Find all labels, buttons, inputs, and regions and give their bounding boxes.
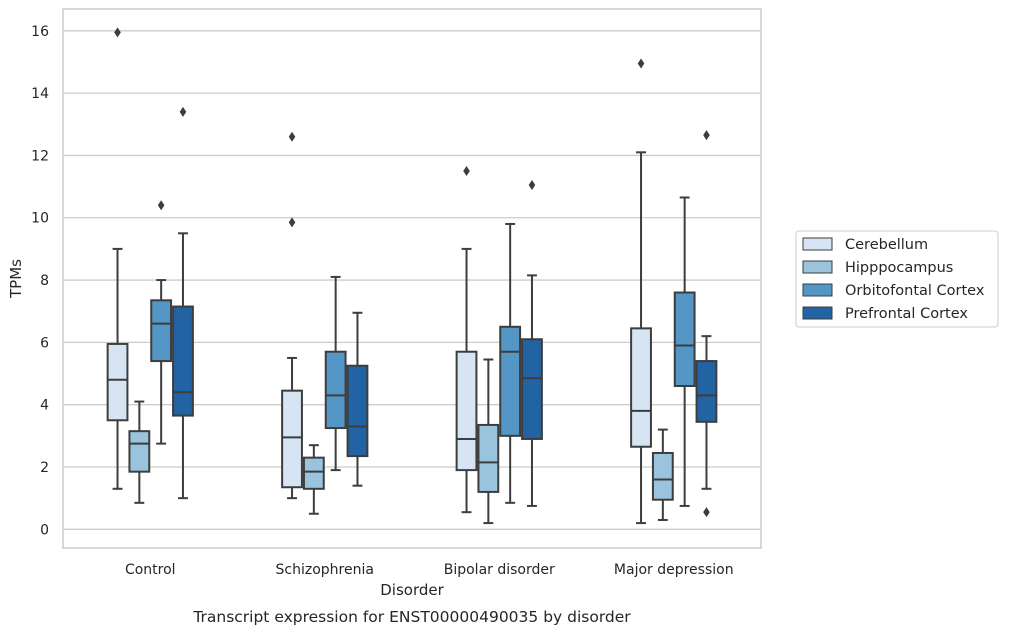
box-hipppocampus xyxy=(651,428,674,521)
outlier-point xyxy=(528,180,536,191)
plot-frame xyxy=(62,8,762,549)
x-axis-label: Disorder xyxy=(380,581,444,599)
boxes-layer xyxy=(106,27,718,525)
y-tick-label: 4 xyxy=(40,398,49,414)
legend-label: Orbitofontal Cortex xyxy=(845,283,985,299)
box-cerebellum xyxy=(455,166,478,514)
box-iqr xyxy=(695,360,718,423)
legend-swatch xyxy=(802,237,833,251)
box-iqr xyxy=(324,350,347,430)
box-hipppocampus xyxy=(477,358,500,525)
box-prefrontal-cortex xyxy=(695,130,718,518)
box-iqr xyxy=(302,456,325,490)
box-orbitofontal-cortex xyxy=(150,200,173,445)
box-prefrontal-cortex xyxy=(346,311,369,487)
box-iqr xyxy=(455,350,478,472)
box-iqr xyxy=(128,430,151,473)
legend-frame xyxy=(795,230,999,328)
box-cerebellum xyxy=(281,131,303,500)
legend-swatch xyxy=(802,260,833,274)
box-hipppocampus xyxy=(302,444,325,515)
x-tick-label: Major depression xyxy=(614,562,734,578)
y-axis-label: TPMs xyxy=(7,259,25,299)
legend-label: Prefrontal Cortex xyxy=(845,306,968,322)
chart-caption: Transcript expression for ENST0000049003… xyxy=(192,608,631,626)
outlier-point xyxy=(157,200,165,211)
box-iqr xyxy=(499,325,522,437)
x-tick-label: Bipolar disorder xyxy=(444,562,555,578)
y-tick-label: 6 xyxy=(40,335,49,351)
box-iqr xyxy=(106,342,129,422)
box-orbitofontal-cortex xyxy=(673,196,696,507)
outlier-point xyxy=(114,27,121,38)
y-tick-label: 2 xyxy=(40,460,49,476)
y-tick-label: 8 xyxy=(40,273,49,289)
box-iqr xyxy=(346,364,369,458)
box-iqr xyxy=(521,338,543,440)
y-tick-labels: 0 2 4 6 8 10 12 14 16 xyxy=(31,24,49,538)
outlier-point xyxy=(288,131,296,142)
box-hipppocampus xyxy=(128,400,151,504)
legend-swatch xyxy=(802,283,833,297)
outlier-point xyxy=(463,166,470,177)
box-prefrontal-cortex xyxy=(172,106,194,500)
box-iqr xyxy=(281,389,303,489)
legend-swatch xyxy=(802,306,833,320)
x-tick-label: Control xyxy=(125,562,176,578)
box-iqr xyxy=(150,299,173,363)
x-tick-labels: Control Schizophrenia Bipolar disorder Majo… xyxy=(125,562,734,578)
box-iqr xyxy=(651,451,674,501)
box-orbitofontal-cortex xyxy=(499,222,522,504)
box-iqr xyxy=(477,423,500,493)
box-iqr xyxy=(630,327,652,448)
y-tick-label: 16 xyxy=(31,24,49,40)
box-cerebellum xyxy=(106,27,129,490)
outlier-point xyxy=(703,507,710,518)
y-tick-label: 10 xyxy=(31,211,49,227)
box-iqr xyxy=(673,291,696,387)
outlier-point xyxy=(288,217,296,228)
y-tick-label: 14 xyxy=(31,86,49,102)
x-tick-label: Schizophrenia xyxy=(276,562,374,578)
box-orbitofontal-cortex xyxy=(324,275,347,472)
box-cerebellum xyxy=(630,58,652,525)
box-iqr xyxy=(172,305,194,417)
y-tick-label: 12 xyxy=(31,148,49,164)
box-prefrontal-cortex xyxy=(521,180,543,507)
outlier-point xyxy=(179,106,187,117)
y-tick-label: 0 xyxy=(40,522,49,538)
legend-label: Cerebellum xyxy=(845,237,928,253)
outlier-point xyxy=(637,58,645,69)
outlier-point xyxy=(703,130,710,141)
legend-label: Hipppocampus xyxy=(845,260,953,276)
legend: Cerebellum Hipppocampus Orbitofontal Corte… xyxy=(795,230,999,328)
